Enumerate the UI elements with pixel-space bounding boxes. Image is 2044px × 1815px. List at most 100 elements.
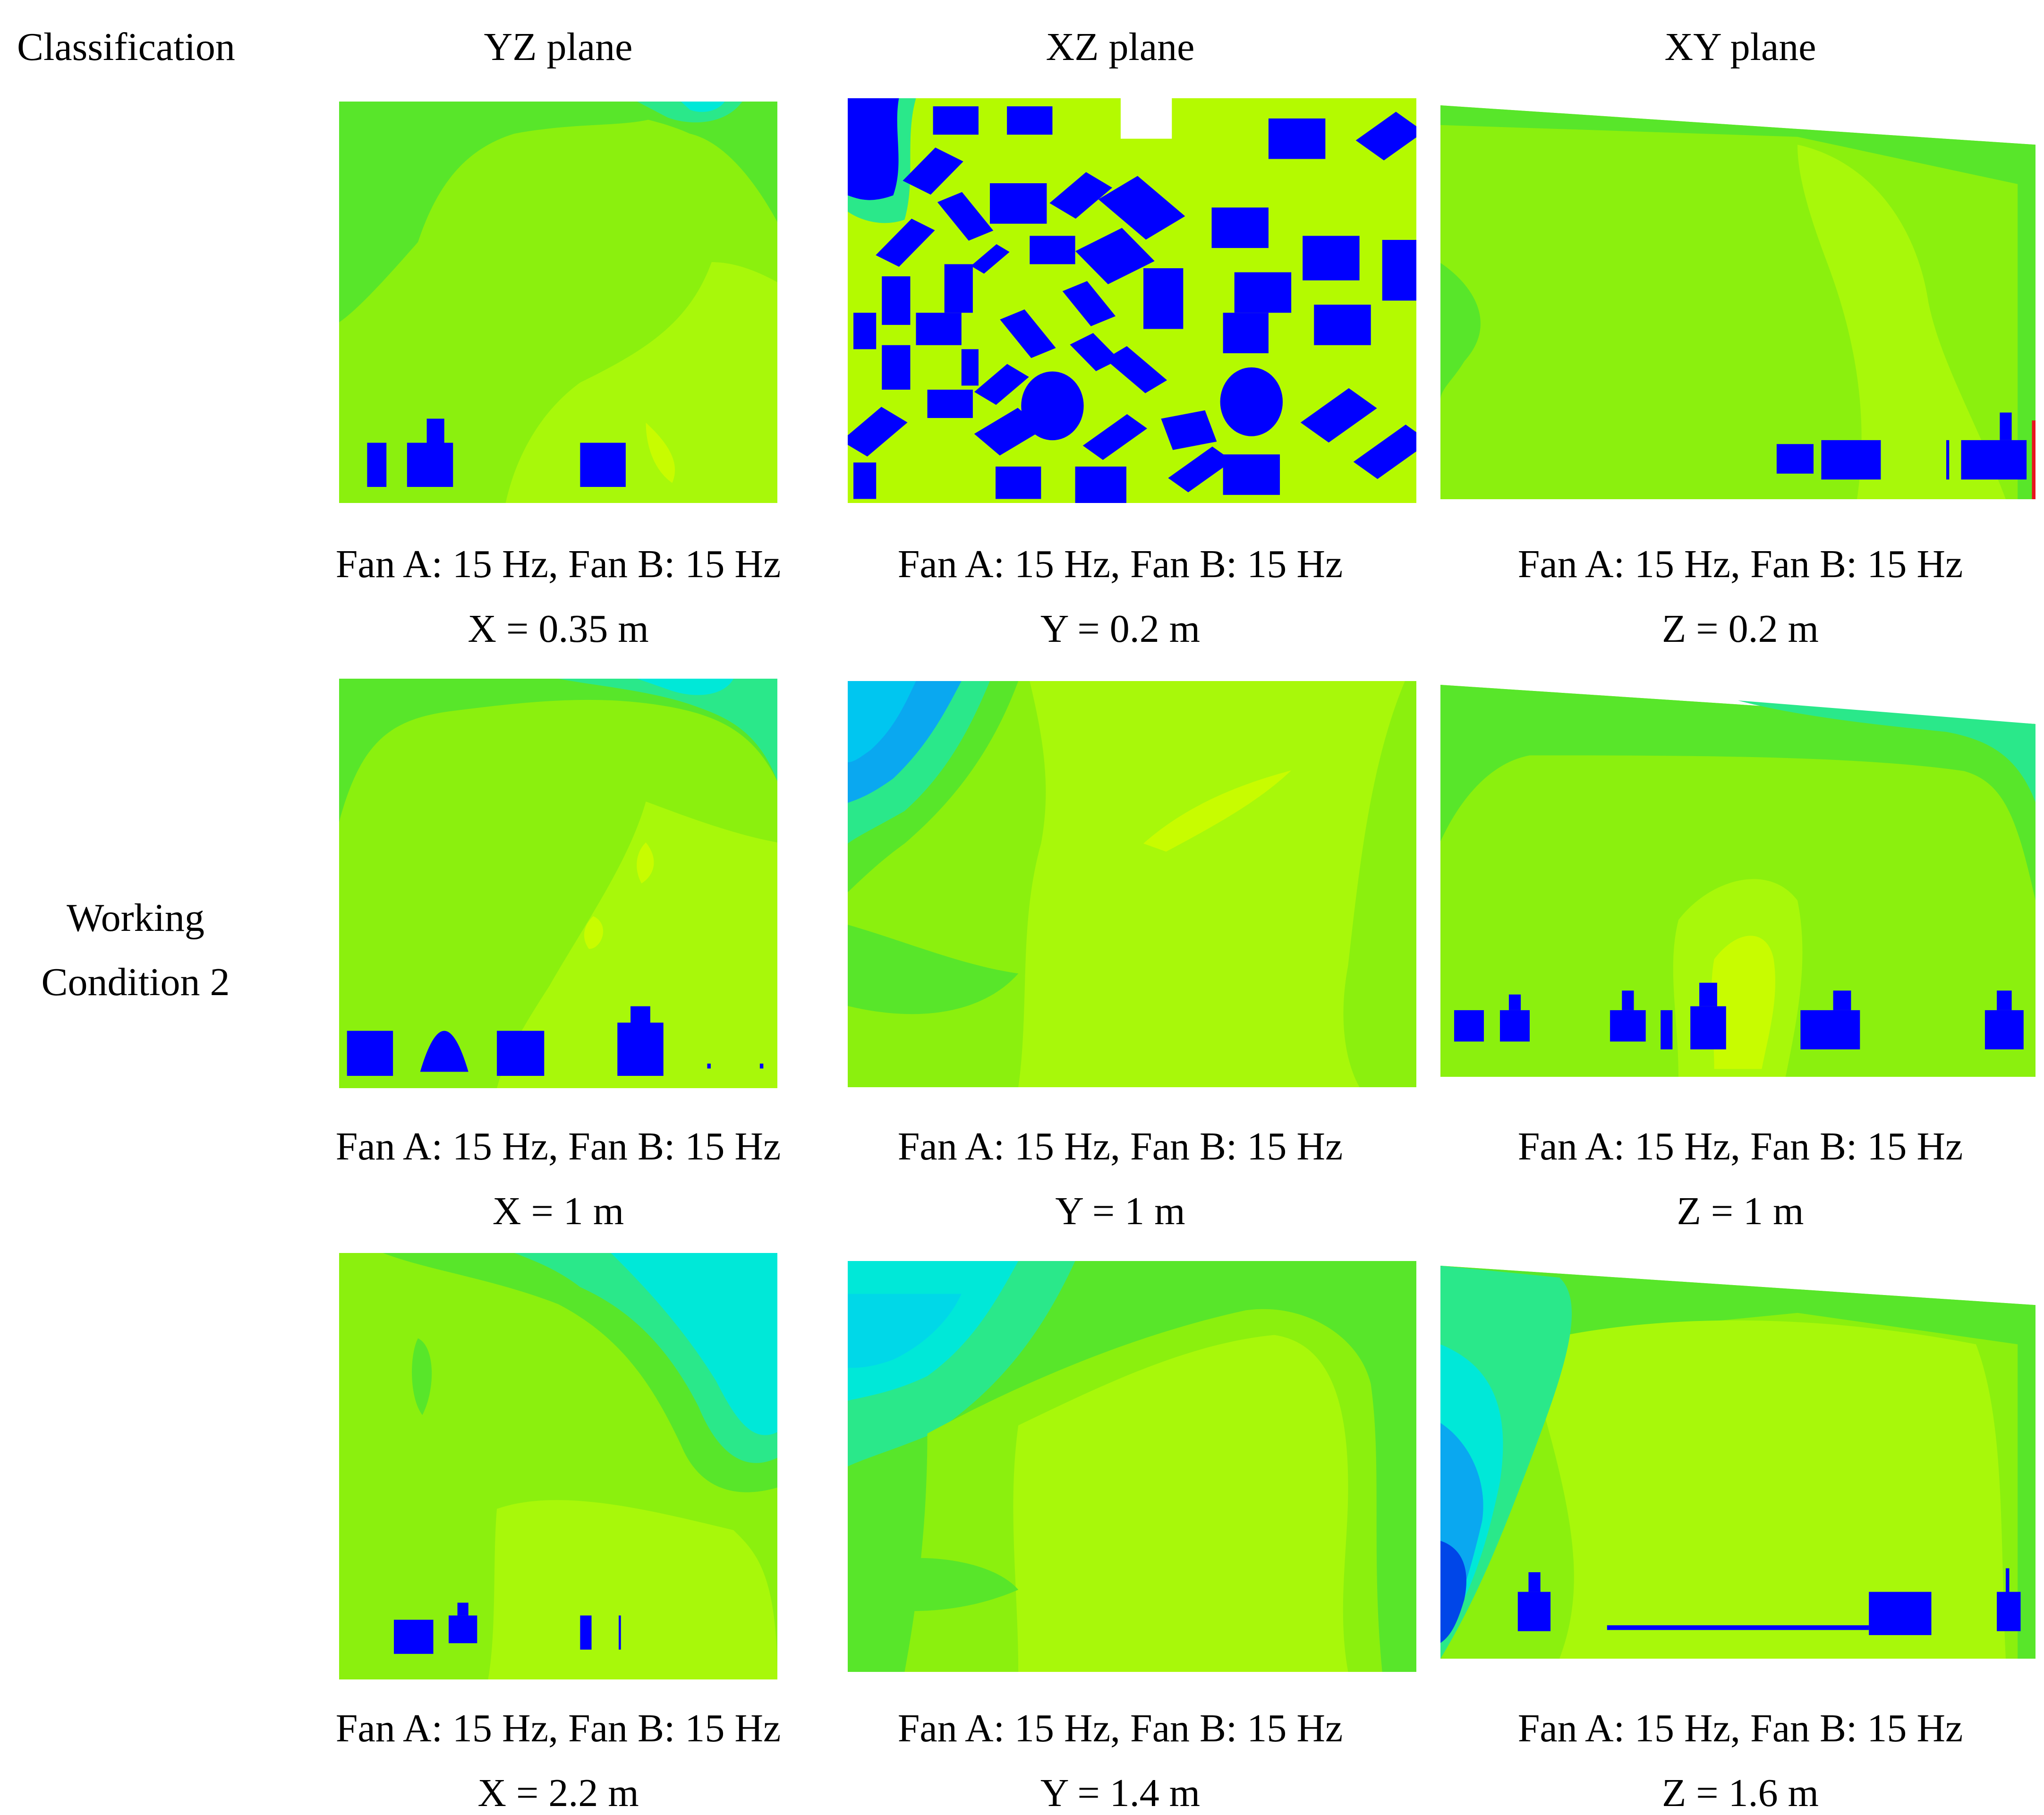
obstacle-block (759, 1063, 764, 1069)
obstacle-block (619, 1615, 621, 1650)
caption-fans: Fan A: 15 Hz, Fan B: 15 Hz (897, 542, 1343, 586)
obstacle-block (1961, 440, 2027, 480)
obstacle-block (1000, 309, 1056, 358)
obstacle-block (1500, 1010, 1530, 1042)
obstacle-block (961, 349, 979, 386)
obstacle-round (1021, 371, 1084, 441)
caption-fans: Fan A: 15 Hz, Fan B: 15 Hz (1517, 1706, 1963, 1750)
caption-position: X = 0.35 m (468, 607, 649, 651)
obstacle-block (1062, 281, 1116, 326)
obstacle-block (916, 313, 962, 345)
obstacle-block (367, 443, 387, 487)
obstacle-block (990, 183, 1047, 224)
field-region-low (1440, 685, 2035, 901)
obstacle-block (933, 106, 979, 135)
obstacle-block (1776, 444, 1814, 474)
caption-fans: Fan A: 15 Hz, Fan B: 15 Hz (1517, 1125, 1963, 1168)
obstacle-block (1143, 268, 1184, 329)
contour-xy-z16 (1440, 1266, 2035, 1659)
obstacle-block (707, 1063, 711, 1069)
obstacle-block (580, 443, 626, 487)
header-xz-plane: XZ plane (1046, 25, 1195, 69)
obstacle-block (1007, 106, 1053, 135)
obstacle-block (2006, 1568, 2010, 1592)
field-region-low (412, 1338, 432, 1415)
caption-position: X = 1 m (492, 1189, 624, 1233)
obstacle-block (1105, 346, 1167, 393)
obstacle-block (1661, 1010, 1673, 1049)
field-region-low (1440, 263, 1481, 401)
obstacle-block (996, 466, 1041, 499)
contour-xz-y14 (848, 1261, 1416, 1672)
obstacle-block (1161, 410, 1217, 450)
obstacle-block (449, 1615, 477, 1644)
contour-yz-x1 (339, 679, 777, 1088)
obstacle-block (848, 407, 908, 457)
obstacle-block (1997, 1592, 2021, 1631)
field-region-cyan (1738, 700, 2035, 802)
obstacle-block (1946, 440, 1950, 480)
obstacle-block (1517, 1592, 1551, 1631)
obstacle-block (1300, 388, 1377, 443)
obstacle-block (1997, 990, 2012, 1010)
caption-fans: Fan A: 15 Hz, Fan B: 15 Hz (335, 542, 781, 586)
field-region-high (1143, 770, 1292, 852)
caption-fans: Fan A: 15 Hz, Fan B: 15 Hz (335, 1706, 781, 1750)
obstacle-round (420, 1031, 468, 1072)
obstacle-block (497, 1031, 545, 1076)
opening (1120, 98, 1172, 139)
obstacle-block (1070, 333, 1119, 371)
contour-yz-x22 (339, 1253, 777, 1679)
boundary-marker (2032, 420, 2035, 499)
caption-position: Z = 0.2 m (1661, 607, 1819, 651)
field-region-high (1018, 681, 1405, 1087)
field-region-low (848, 1558, 1019, 1611)
obstacle-strip (1607, 1625, 1869, 1630)
obstacle-block (1211, 207, 1269, 248)
obstacle-block (2000, 412, 2012, 440)
obstacle-block (1869, 1592, 1932, 1636)
field-region-cyan (637, 679, 734, 695)
field-region-high (1797, 145, 2006, 499)
field-region-high (637, 842, 654, 884)
field-region-high (488, 1500, 777, 1679)
obstacle-block (1821, 440, 1881, 480)
caption-position: Y = 1.4 m (1040, 1771, 1201, 1815)
obstacle-block (1314, 305, 1371, 345)
field-region-cyan (611, 1253, 777, 1435)
caption-fans: Fan A: 15 Hz, Fan B: 15 Hz (1517, 542, 1963, 586)
obstacle-block (1353, 425, 1416, 479)
field-region-high (1524, 1320, 2006, 1659)
obstacle-block (882, 345, 911, 390)
obstacle-round (1220, 367, 1283, 436)
obstacle-block (1508, 994, 1521, 1010)
header-classification: Classification (17, 25, 235, 69)
obstacle-block (882, 276, 911, 325)
obstacle-block (1528, 1572, 1541, 1592)
obstacle-block (903, 147, 963, 195)
field-region-low (1440, 105, 2035, 499)
field-region-high (497, 801, 777, 1088)
obstacle-block (1049, 172, 1113, 219)
field-region-blue (1440, 1541, 1466, 1643)
caption-position: Y = 0.2 m (1040, 607, 1201, 651)
caption-fans: Fan A: 15 Hz, Fan B: 15 Hz (335, 1125, 781, 1168)
obstacle-block (848, 98, 899, 200)
obstacle-block (974, 364, 1029, 405)
obstacle-block (457, 1602, 468, 1616)
obstacle-block (971, 244, 1010, 274)
field-region-cyan (681, 102, 725, 112)
obstacle-block (1234, 272, 1292, 313)
obstacle-block (1075, 228, 1155, 284)
obstacle-block (1082, 414, 1147, 460)
obstacle-block (1223, 313, 1269, 353)
field-region-high (505, 262, 777, 503)
caption-position: X = 2.2 m (477, 1771, 639, 1815)
obstacle-block (1075, 466, 1126, 503)
obstacle-block (853, 313, 877, 349)
obstacle-block (1454, 1010, 1484, 1042)
obstacle-block (617, 1023, 664, 1076)
field-region-cyan (558, 679, 777, 781)
caption-fans: Fan A: 15 Hz, Fan B: 15 Hz (897, 1706, 1343, 1750)
obstacle-block (580, 1615, 592, 1650)
